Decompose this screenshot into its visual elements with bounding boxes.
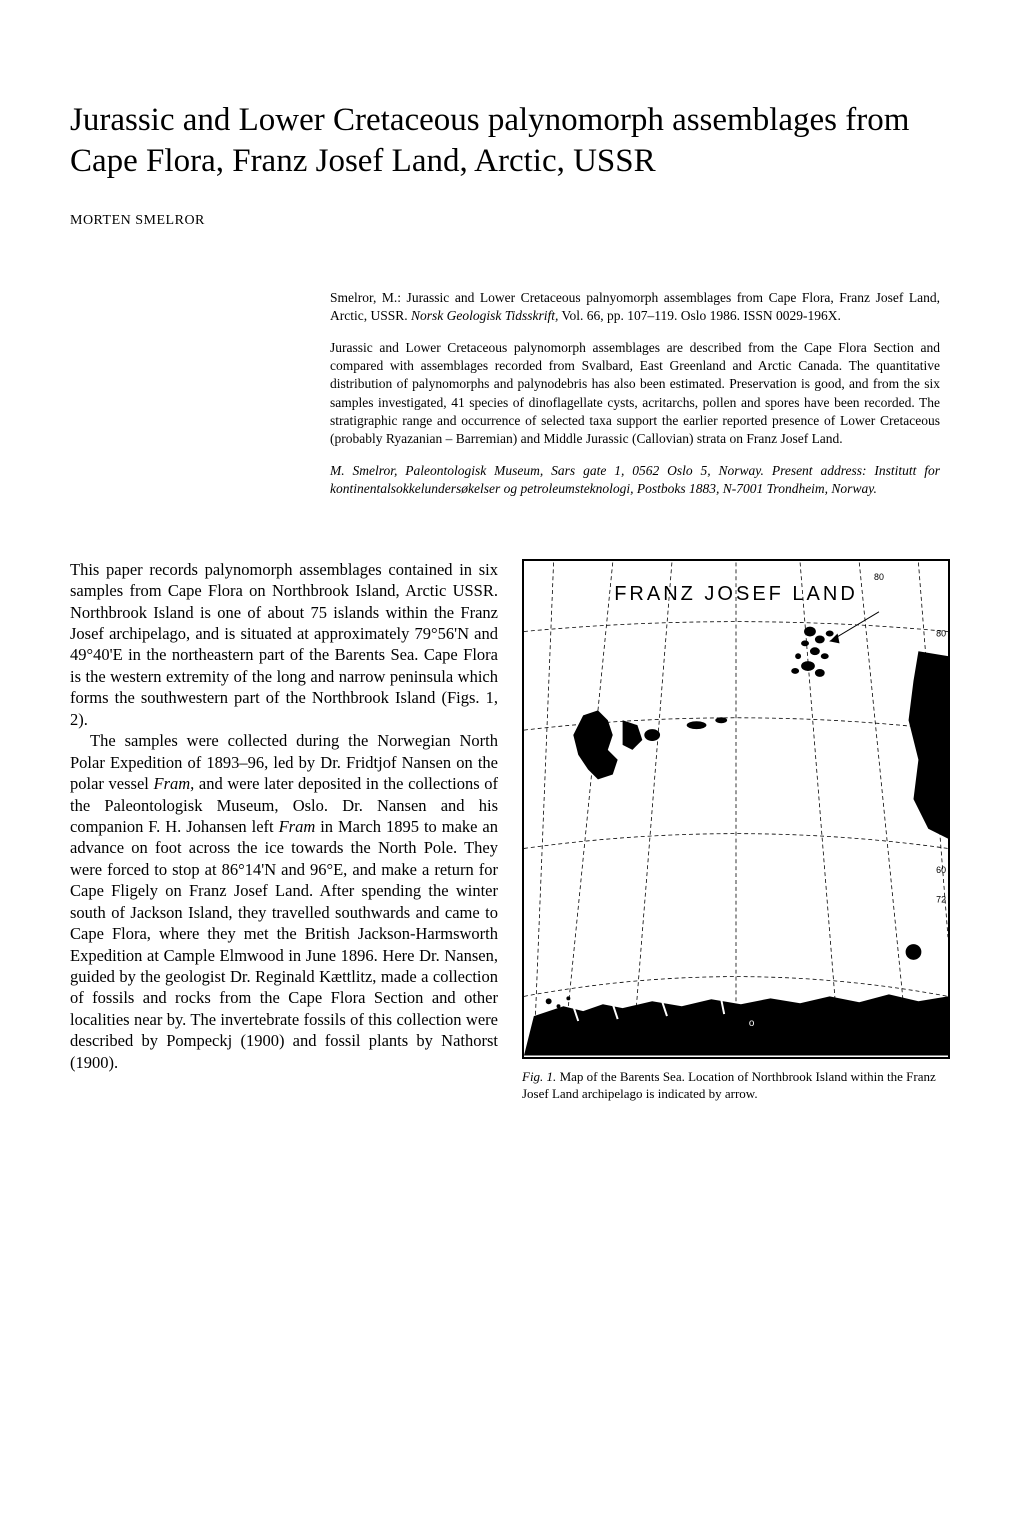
- caption-text: Map of the Barents Sea. Location of Nort…: [522, 1069, 936, 1101]
- svg-text:76: 76: [936, 673, 946, 683]
- body-para-1: This paper records palynomorph assemblag…: [70, 559, 498, 731]
- svg-text:72: 72: [936, 894, 946, 904]
- figure-1-map: FRANZ JOSEF LAND: [522, 559, 950, 1059]
- body-para-2: The samples were collected during the No…: [70, 730, 498, 1073]
- svg-text:60: 60: [936, 865, 946, 875]
- left-column: This paper records palynomorph assemblag…: [70, 559, 498, 1103]
- svg-text:80: 80: [874, 572, 884, 582]
- svg-text:70: 70: [936, 727, 946, 737]
- map-svg: 80 80 76 70 60 72 o: [524, 561, 948, 1057]
- svg-text:o: o: [749, 1018, 755, 1029]
- body-para-2-em2: Fram: [279, 817, 316, 836]
- two-column-layout: This paper records palynomorph assemblag…: [70, 559, 950, 1103]
- author-name: MORTEN SMELROR: [70, 213, 950, 229]
- citation-journal: Norsk Geologisk Tidsskrift,: [411, 308, 558, 323]
- body-para-2-em1: Fram,: [154, 774, 195, 793]
- svg-text:80: 80: [936, 628, 946, 638]
- citation: Smelror, M.: Jurassic and Lower Cretaceo…: [330, 289, 940, 325]
- abstract-body: Jurassic and Lower Cretaceous palynomorp…: [330, 339, 940, 448]
- abstract-block: Smelror, M.: Jurassic and Lower Cretaceo…: [330, 289, 940, 499]
- affiliation: M. Smelror, Paleontologisk Museum, Sars …: [330, 462, 940, 498]
- caption-lead: Fig. 1.: [522, 1069, 556, 1084]
- figure-1-caption: Fig. 1. Map of the Barents Sea. Location…: [522, 1069, 950, 1103]
- citation-rest: Vol. 66, pp. 107–119. Oslo 1986. ISSN 00…: [558, 308, 841, 323]
- map-title: FRANZ JOSEF LAND: [524, 583, 948, 606]
- body-para-2c: in March 1895 to make an advance on foot…: [70, 817, 498, 1072]
- right-column: FRANZ JOSEF LAND: [522, 559, 950, 1103]
- paper-title: Jurassic and Lower Cretaceous palynomorp…: [70, 100, 950, 183]
